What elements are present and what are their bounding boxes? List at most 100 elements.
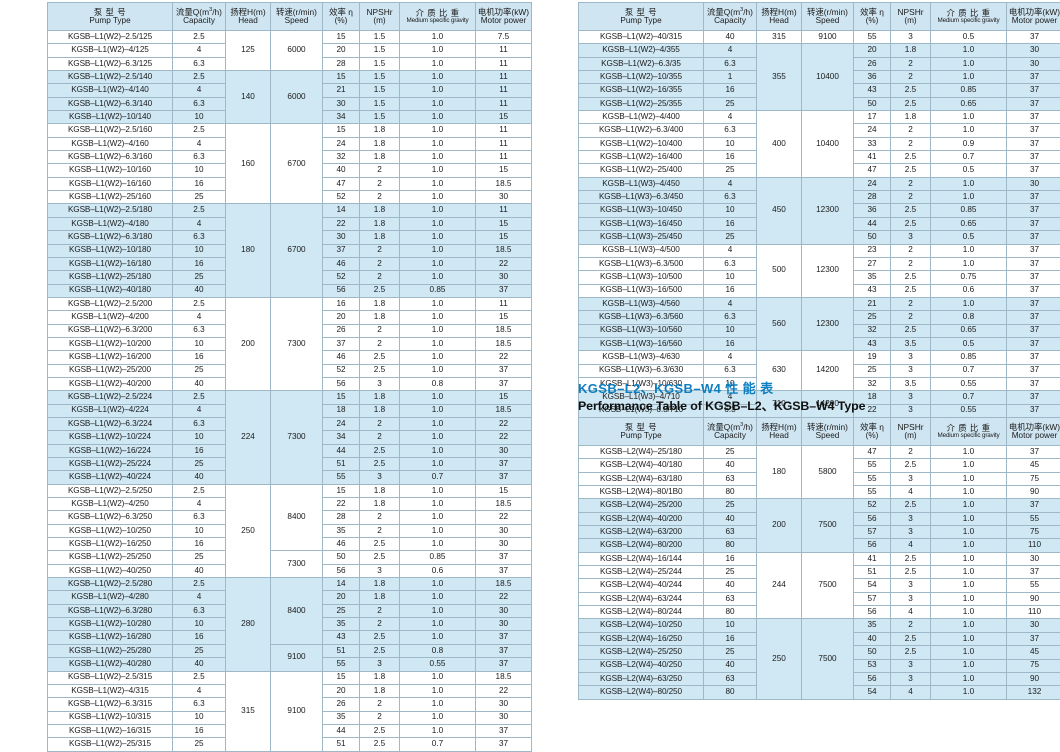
cell-npshr: 3	[891, 351, 931, 364]
cell-efficiency: 26	[323, 698, 360, 711]
cell-capacity: 16	[704, 552, 757, 565]
cell-pump-type: KGSB–L1(W2)–25/224	[48, 458, 173, 471]
cell-npshr: 2	[360, 618, 400, 631]
cell-npshr: 2.5	[891, 217, 931, 230]
cell-specific-gravity: 0.5	[931, 31, 1007, 44]
cell-npshr: 4	[891, 486, 931, 499]
cell-efficiency: 17	[854, 111, 891, 124]
cell-efficiency: 30	[323, 97, 360, 110]
cell-pump-type: KGSB–L1(W2)–25/315	[48, 738, 173, 751]
cell-motor-power: 7.5	[476, 31, 532, 44]
cell-efficiency: 15	[323, 671, 360, 684]
cell-specific-gravity: 0.65	[931, 324, 1007, 337]
col-header-speed: 转速(r/min) Speed	[802, 418, 854, 446]
cell-capacity: 6.3	[173, 698, 226, 711]
cell-npshr: 1.5	[360, 44, 400, 57]
cell-pump-type: KGSB–L1(W2)–16/280	[48, 631, 173, 644]
col-header-gravity: 介 质 比 重 Medium specific gravity	[400, 3, 476, 31]
cell-capacity: 40	[704, 579, 757, 592]
cell-capacity: 16	[704, 284, 757, 297]
col-header-gravity-en: Medium specific gravity	[400, 18, 475, 25]
cell-capacity: 4	[173, 84, 226, 97]
cell-specific-gravity: 1.0	[400, 351, 476, 364]
cell-head: 244	[757, 552, 802, 619]
cell-efficiency: 23	[854, 244, 891, 257]
cell-pump-type: KGSB–L1(W2)–10/280	[48, 618, 173, 631]
table2-title-block: KGSB–L2、KGSB–W4 性 能 表 Performance Table …	[578, 382, 1060, 413]
table1-left-container: 泵 型 号 Pump Type 流量Q(m3/h) Capacity 扬程H(m…	[47, 2, 531, 752]
cell-capacity: 10	[173, 244, 226, 257]
cell-specific-gravity: 1.0	[400, 311, 476, 324]
cell-npshr: 2.5	[360, 458, 400, 471]
col-header-head-en: Head	[757, 432, 801, 441]
cell-efficiency: 15	[323, 124, 360, 137]
cell-speed: 6000	[271, 71, 323, 124]
cell-npshr: 2.5	[891, 284, 931, 297]
col-header-npshr: NPSHr (m)	[360, 3, 400, 31]
cell-specific-gravity: 1.0	[400, 417, 476, 430]
cell-capacity: 10	[173, 524, 226, 537]
col-header-gravity-en: Medium specific gravity	[931, 18, 1006, 25]
table1-right-container: 泵 型 号 Pump Type 流量Q(m3/h) Capacity 扬程H(m…	[578, 2, 1060, 431]
cell-efficiency: 43	[323, 631, 360, 644]
cell-capacity: 10	[173, 337, 226, 350]
cell-capacity: 4	[704, 177, 757, 190]
cell-pump-type: KGSB–L1(W2)–4/180	[48, 217, 173, 230]
col-header-head: 扬程H(m) Head	[757, 3, 802, 31]
cell-motor-power: 90	[1007, 592, 1060, 605]
cell-specific-gravity: 0.7	[400, 471, 476, 484]
cell-speed: 5800	[802, 446, 854, 499]
cell-efficiency: 21	[854, 297, 891, 310]
cell-specific-gravity: 1.0	[931, 539, 1007, 552]
cell-pump-type: KGSB–L1(W2)–40/224	[48, 471, 173, 484]
cell-motor-power: 37	[1007, 217, 1060, 230]
cell-efficiency: 51	[854, 566, 891, 579]
cell-motor-power: 11	[476, 137, 532, 150]
cell-motor-power: 37	[476, 364, 532, 377]
cell-capacity: 2.5	[173, 391, 226, 404]
cell-npshr: 1.8	[891, 44, 931, 57]
cell-specific-gravity: 1.0	[931, 592, 1007, 605]
cell-motor-power: 11	[476, 97, 532, 110]
cell-speed: 9100	[271, 671, 323, 751]
cell-efficiency: 37	[323, 337, 360, 350]
cell-capacity: 25	[704, 566, 757, 579]
col-header-speed-en: Speed	[271, 17, 322, 26]
cell-specific-gravity: 1.0	[400, 231, 476, 244]
cell-specific-gravity: 1.0	[931, 57, 1007, 70]
cell-efficiency: 51	[323, 738, 360, 751]
cell-efficiency: 19	[854, 351, 891, 364]
cell-efficiency: 22	[323, 498, 360, 511]
cell-specific-gravity: 1.0	[931, 672, 1007, 685]
cell-npshr: 2	[891, 297, 931, 310]
cell-motor-power: 30	[476, 698, 532, 711]
cell-efficiency: 44	[854, 217, 891, 230]
cell-motor-power: 37	[1007, 151, 1060, 164]
cell-pump-type: KGSB–L1(W2)–25/160	[48, 191, 173, 204]
cell-efficiency: 56	[323, 284, 360, 297]
cell-specific-gravity: 0.85	[931, 84, 1007, 97]
cell-npshr: 2	[360, 511, 400, 524]
cell-efficiency: 18	[323, 404, 360, 417]
cell-npshr: 3	[891, 512, 931, 525]
cell-pump-type: KGSB–L2(W4)–80/244	[579, 606, 704, 619]
cell-pump-type: KGSB–L1(W3)–6.3/450	[579, 191, 704, 204]
col-header-power: 电机功率(kW) Motor power	[1007, 418, 1060, 446]
page-root: 泵 型 号 Pump Type 流量Q(m3/h) Capacity 扬程H(m…	[0, 0, 1060, 622]
cell-npshr: 2	[360, 244, 400, 257]
cell-efficiency: 34	[323, 111, 360, 124]
cell-specific-gravity: 1.0	[400, 431, 476, 444]
cell-specific-gravity: 1.0	[400, 337, 476, 350]
cell-motor-power: 37	[476, 458, 532, 471]
cell-efficiency: 37	[323, 244, 360, 257]
cell-capacity: 6.3	[704, 257, 757, 270]
cell-specific-gravity: 1.0	[400, 31, 476, 44]
cell-npshr: 2	[891, 311, 931, 324]
cell-npshr: 2	[360, 177, 400, 190]
cell-specific-gravity: 1.0	[400, 84, 476, 97]
cell-head: 200	[226, 297, 271, 390]
